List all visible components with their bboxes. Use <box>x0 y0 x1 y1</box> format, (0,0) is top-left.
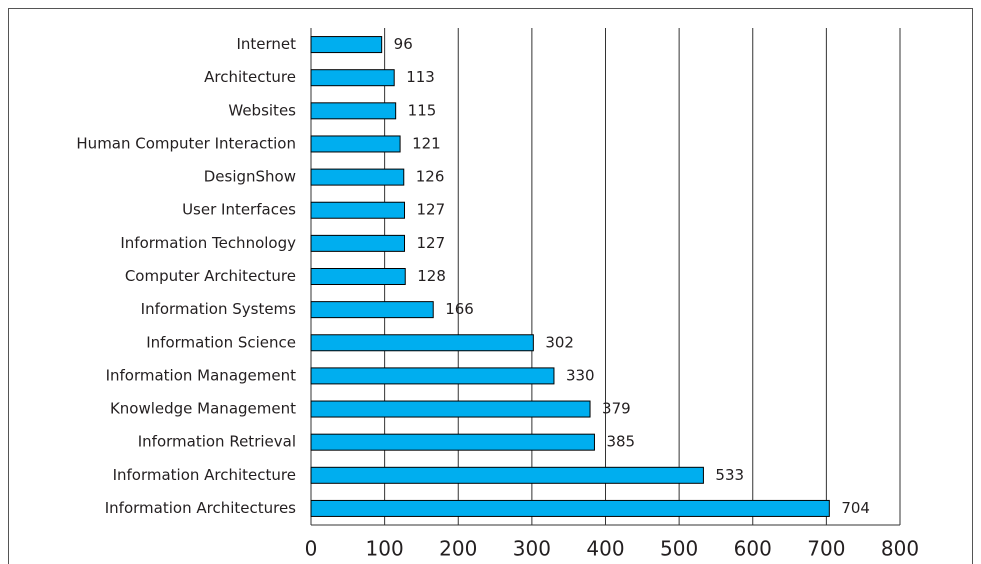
y-tick-label: Information Management <box>106 366 297 384</box>
bar <box>310 466 704 484</box>
x-tick-label: 600 <box>734 537 772 561</box>
bar <box>310 102 397 120</box>
y-tick-label: Websites <box>228 101 296 119</box>
y-tick-label: DesignShow <box>204 168 296 186</box>
bar <box>310 334 534 352</box>
bar <box>310 69 395 87</box>
bar <box>310 400 591 418</box>
value-label: 113 <box>406 68 435 86</box>
y-tick-label: Computer Architecture <box>125 267 296 285</box>
value-label: 127 <box>417 234 446 252</box>
value-label: 126 <box>416 168 445 186</box>
bar <box>310 36 383 54</box>
y-tick-label: Information Architectures <box>105 499 296 517</box>
x-tick-label: 800 <box>881 537 919 561</box>
y-tick-label: Information Science <box>146 333 296 351</box>
value-label: 385 <box>606 433 635 451</box>
value-label: 704 <box>841 499 870 517</box>
value-label: 115 <box>408 101 437 119</box>
frame <box>8 8 973 564</box>
x-tick-label: 100 <box>366 537 404 561</box>
value-label: 96 <box>394 35 413 53</box>
value-label: 128 <box>417 267 446 285</box>
value-label: 330 <box>566 366 595 384</box>
y-tick-label: Information Technology <box>120 234 296 252</box>
value-label: 127 <box>417 201 446 219</box>
bar <box>310 301 434 319</box>
x-tick-label: 400 <box>586 537 624 561</box>
y-tick-label: Information Architecture <box>113 466 296 484</box>
y-tick-label: User Interfaces <box>182 201 296 219</box>
x-tick-label: 500 <box>660 537 698 561</box>
value-label: 533 <box>715 466 744 484</box>
bar <box>310 268 406 285</box>
x-tick-label: 700 <box>807 537 845 561</box>
value-label: 302 <box>545 333 574 351</box>
value-label: 166 <box>445 300 474 318</box>
y-tick-label: Internet <box>236 35 296 53</box>
y-tick-label: Information Systems <box>141 300 297 318</box>
bar <box>310 201 406 219</box>
y-tick-label: Architecture <box>204 68 296 86</box>
bar <box>310 135 401 153</box>
bar <box>310 433 595 451</box>
x-tick-label: 0 <box>305 537 318 561</box>
bar <box>310 499 830 517</box>
x-tick-label: 300 <box>513 537 551 561</box>
x-tick-label: 200 <box>439 537 477 561</box>
y-tick-label: Knowledge Management <box>110 400 296 418</box>
bar <box>310 234 406 252</box>
y-tick-label: Information Retrieval <box>138 433 296 451</box>
bar <box>310 367 555 385</box>
y-tick-label: Human Computer Interaction <box>76 134 296 152</box>
bar <box>310 168 405 186</box>
value-label: 121 <box>412 134 441 152</box>
value-label: 379 <box>602 400 631 418</box>
